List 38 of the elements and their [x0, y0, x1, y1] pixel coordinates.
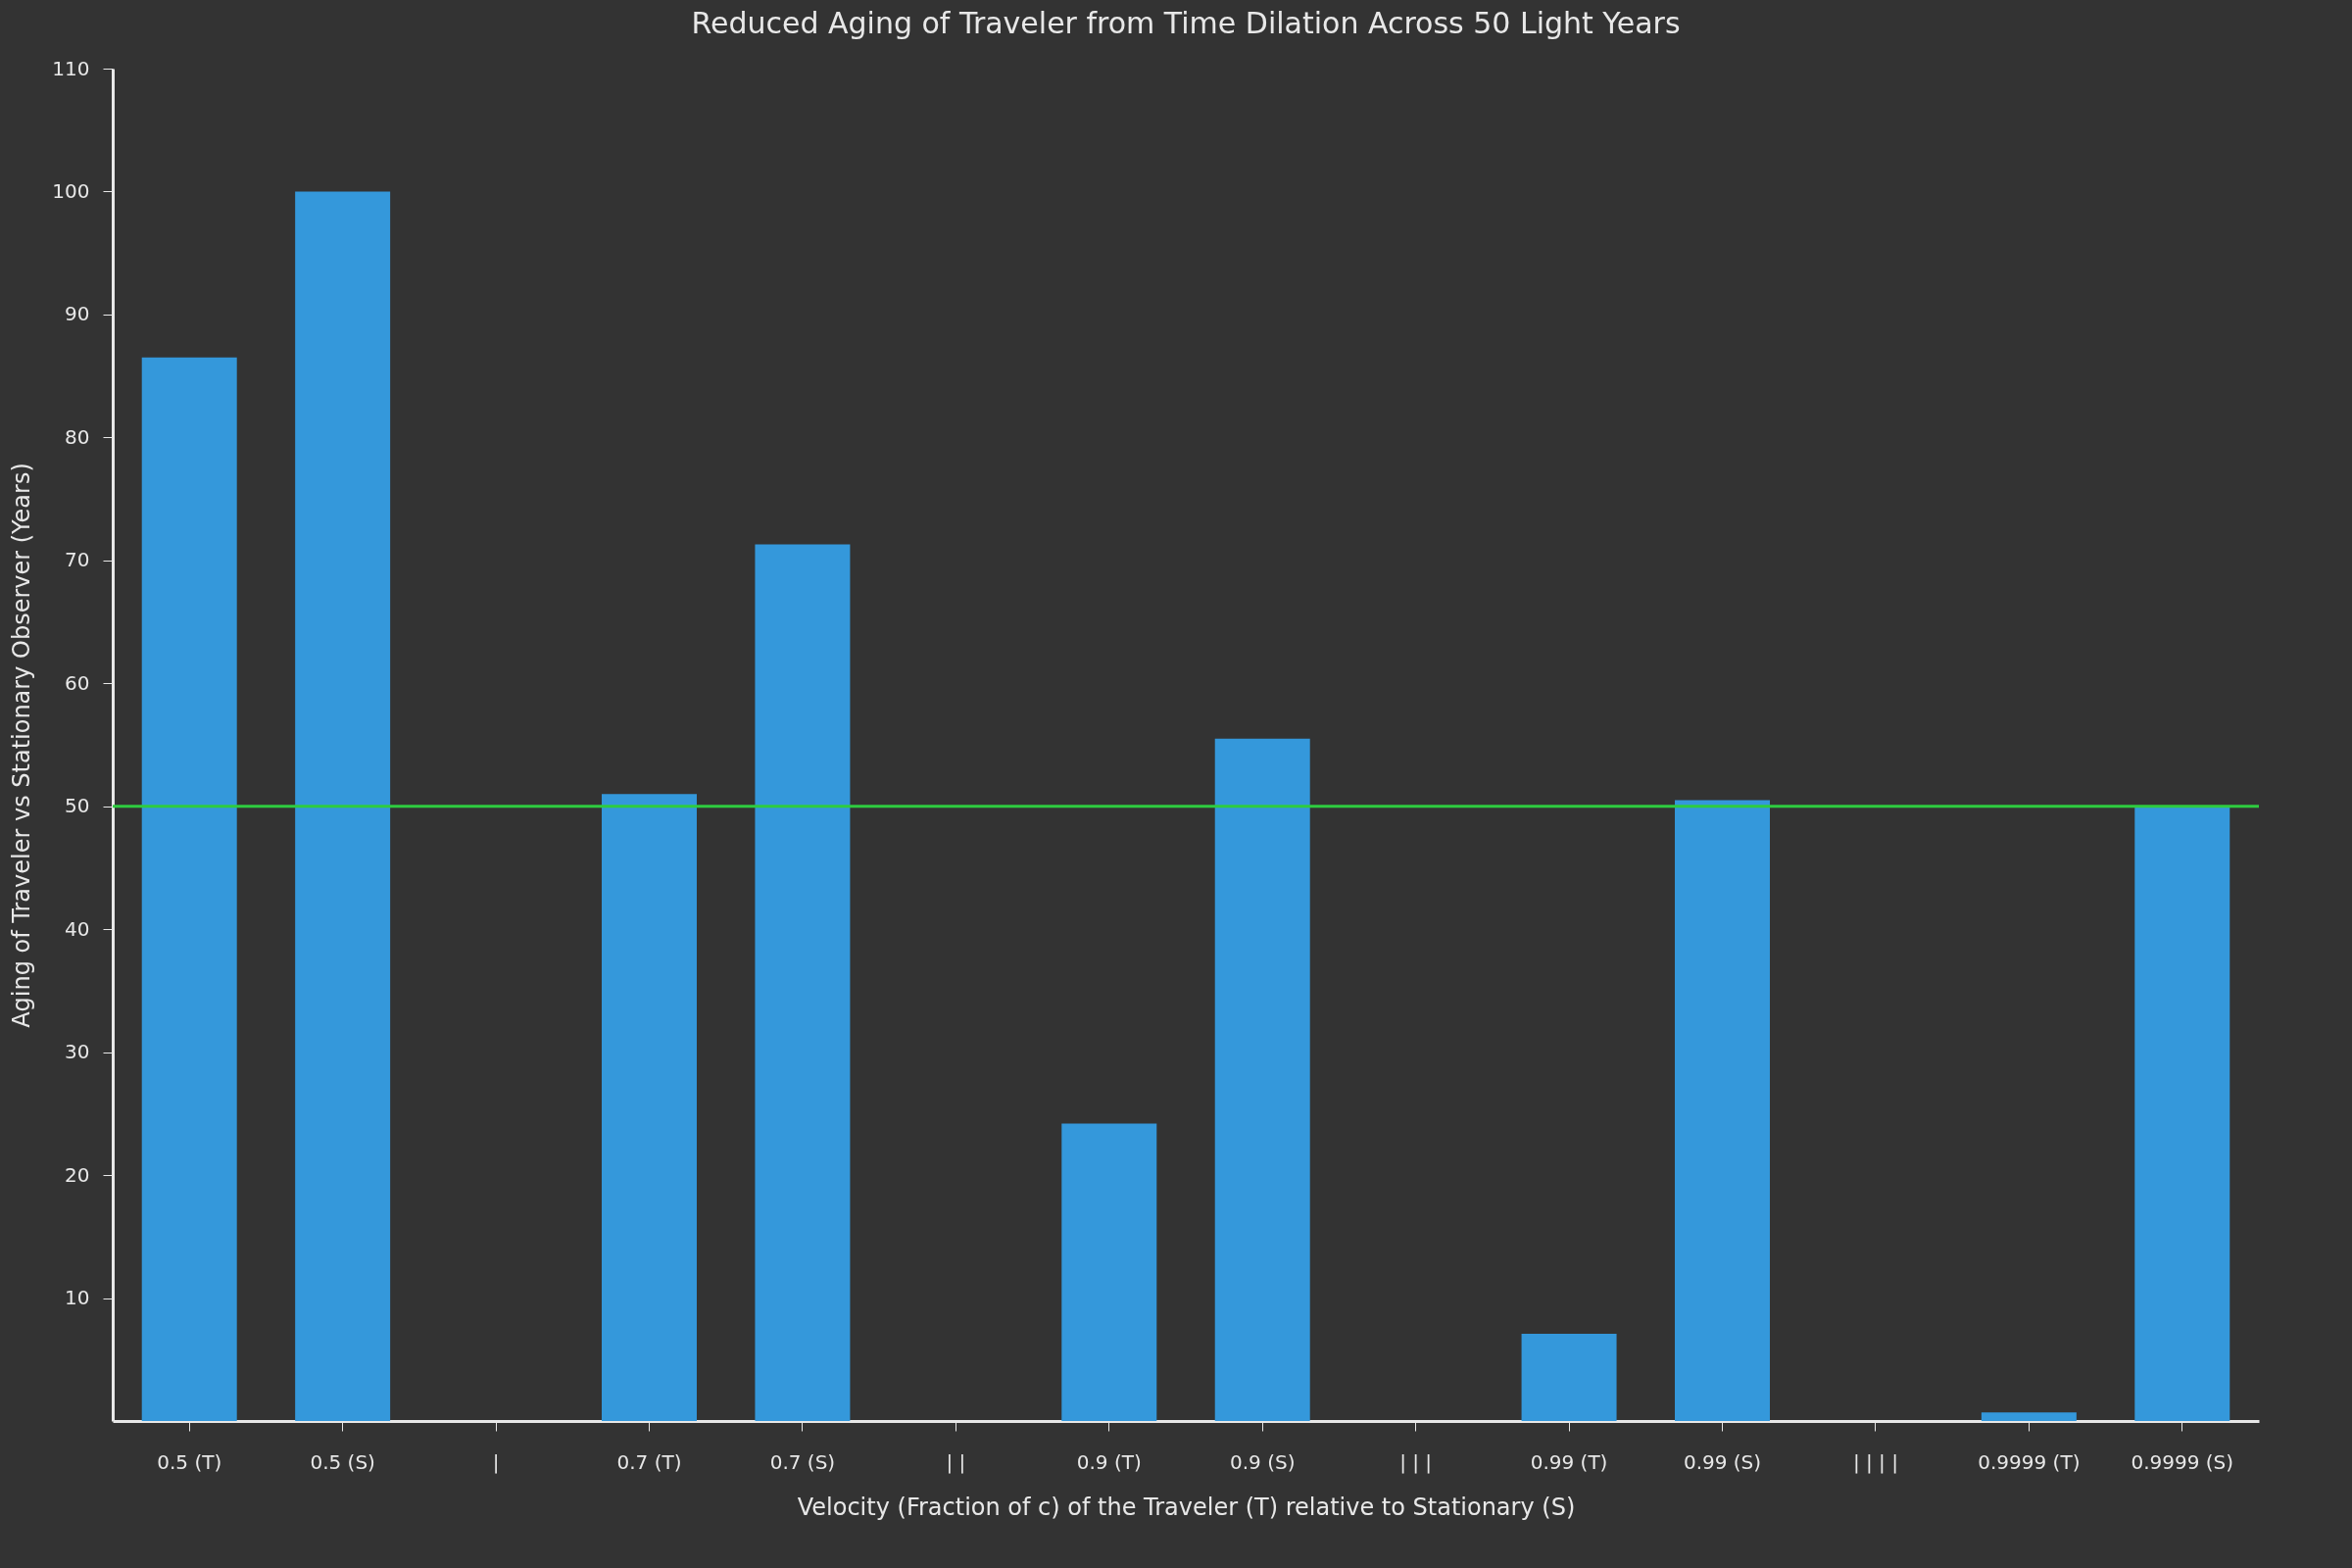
x-tick-label: 0.99 (S)	[1683, 1449, 1762, 1474]
x-tick-label: 0.5 (S)	[310, 1449, 375, 1474]
x-tick-label: 0.7 (S)	[769, 1449, 836, 1474]
x-tick-label: 0.5 (T)	[157, 1449, 222, 1474]
bar	[1521, 1333, 1617, 1421]
y-tick-label: 90	[65, 302, 90, 326]
x-axis-title: Velocity (Fraction of c) of the Traveler (T) relative to Stationary (S)	[797, 1493, 1576, 1521]
y-axis-title: Aging of Traveler vs Stationary Observer (Years)	[8, 463, 36, 1028]
x-tick-label: 0.99 (T)	[1530, 1449, 1608, 1474]
x-tick-label: 0.9 (S)	[1229, 1449, 1296, 1474]
y-tick-label: 50	[65, 794, 90, 818]
bar	[295, 191, 391, 1421]
x-tick-label: | | | |	[1852, 1449, 1898, 1474]
y-tick-label: 80	[65, 424, 90, 449]
x-tick-label: | |	[946, 1449, 966, 1474]
y-tick-label: 110	[52, 56, 90, 80]
x-tick-label: | | |	[1399, 1449, 1433, 1474]
bar	[602, 794, 697, 1421]
x-tick-label: |	[492, 1449, 500, 1474]
y-tick-label: 20	[65, 1162, 90, 1187]
x-tick-label: 0.9999 (T)	[1978, 1449, 2081, 1474]
bar	[1061, 1123, 1157, 1421]
chart-title: Reduced Aging of Traveler from Time Dilation Across 50 Light Years	[691, 6, 1681, 40]
bar	[1675, 800, 1770, 1421]
bar	[141, 357, 237, 1421]
x-tick-label: 0.9999 (S)	[2131, 1449, 2234, 1474]
bar	[2134, 806, 2230, 1421]
bar	[1981, 1412, 2077, 1421]
bar	[1214, 738, 1310, 1421]
y-tick-label: 10	[65, 1286, 90, 1310]
x-tick-label: 0.7 (T)	[616, 1449, 682, 1474]
y-tick-label: 40	[65, 916, 90, 941]
y-tick-label: 30	[65, 1040, 90, 1064]
y-tick-label: 70	[65, 548, 90, 572]
y-tick-label: 60	[65, 670, 90, 695]
x-tick-label: 0.9 (T)	[1076, 1449, 1142, 1474]
y-tick-label: 100	[52, 178, 90, 203]
bar	[755, 544, 851, 1421]
